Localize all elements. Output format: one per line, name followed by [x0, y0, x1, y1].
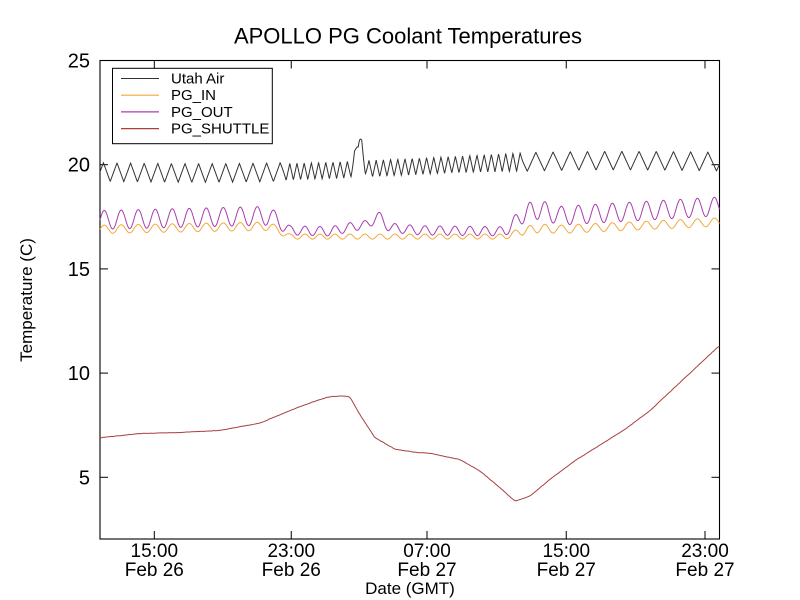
svg-text:Feb 26: Feb 26 — [125, 560, 184, 581]
svg-text:Feb 27: Feb 27 — [537, 560, 596, 581]
svg-text:15:00: 15:00 — [131, 541, 179, 562]
svg-text:23:00: 23:00 — [681, 541, 729, 562]
svg-text:APOLLO PG Coolant Temperatures: APOLLO PG Coolant Temperatures — [234, 24, 582, 49]
svg-text:07:00: 07:00 — [403, 541, 451, 562]
svg-text:Utah Air: Utah Air — [171, 71, 224, 88]
svg-text:20: 20 — [68, 155, 90, 177]
svg-text:PG_OUT: PG_OUT — [171, 104, 233, 121]
svg-text:23:00: 23:00 — [267, 541, 315, 562]
svg-text:25: 25 — [68, 51, 90, 73]
svg-text:PG_IN: PG_IN — [171, 87, 216, 104]
svg-text:15:00: 15:00 — [542, 541, 590, 562]
svg-text:15: 15 — [68, 259, 90, 281]
svg-text:5: 5 — [79, 467, 90, 489]
svg-text:PG_SHUTTLE: PG_SHUTTLE — [171, 121, 269, 138]
svg-text:Feb 27: Feb 27 — [675, 560, 734, 581]
svg-text:Temperature (C): Temperature (C) — [17, 238, 36, 362]
svg-text:Feb 27: Feb 27 — [397, 560, 456, 581]
svg-text:10: 10 — [68, 363, 90, 385]
svg-text:Feb 26: Feb 26 — [262, 560, 321, 581]
svg-text:Date (GMT): Date (GMT) — [365, 579, 455, 598]
